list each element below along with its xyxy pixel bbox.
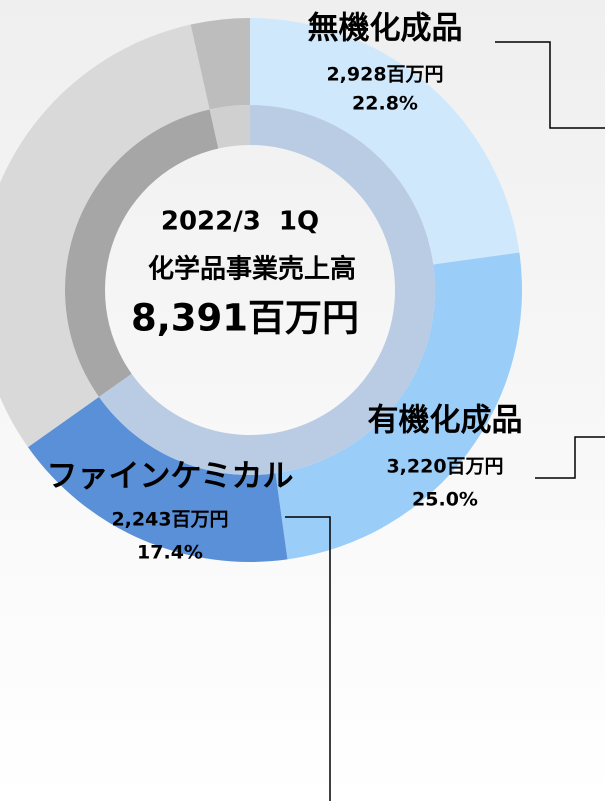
value-label: 22.8%	[352, 93, 418, 115]
donut-segment	[209, 105, 250, 149]
donut-segment	[250, 18, 520, 265]
donut-segment	[27, 396, 288, 562]
value-label: 17.4%	[137, 542, 203, 564]
amount-label: 2,243百万円	[111, 509, 228, 531]
donut-segment	[190, 18, 250, 110]
category-label: ファインケミカル	[46, 459, 293, 495]
center-text: 8,391百万円	[131, 297, 359, 340]
category-label: 無機化成品	[308, 11, 463, 47]
amount-label: 2,928百万円	[326, 64, 443, 86]
donut	[0, 18, 522, 562]
donut-segment	[0, 24, 210, 448]
leader-line	[495, 41, 605, 129]
center-text: 2022/3 1Q	[161, 207, 319, 237]
leader-line	[535, 436, 605, 479]
value-label: 25.0%	[412, 489, 478, 511]
donut-segment	[64, 109, 219, 397]
category-label: 有機化成品	[368, 403, 523, 439]
donut-segment	[275, 252, 522, 560]
leader-line	[285, 516, 331, 801]
center-text: 化学品事業売上高	[148, 254, 356, 285]
amount-label: 3,220百万円	[386, 456, 503, 478]
